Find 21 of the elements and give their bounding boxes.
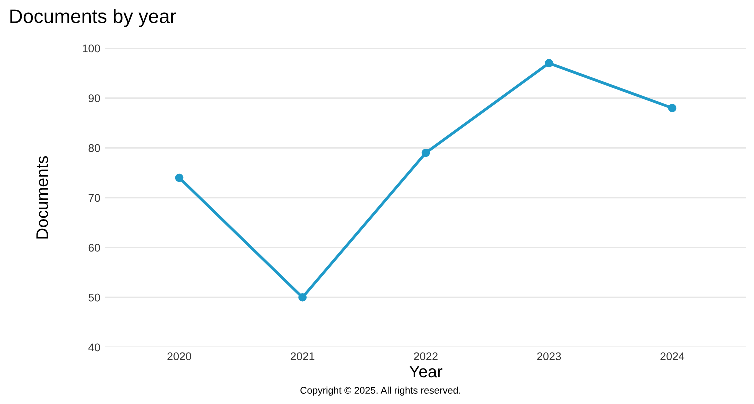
y-tick-label: 50 — [88, 294, 100, 302]
point — [298, 293, 307, 302]
y-tick-label: 100 — [83, 44, 100, 53]
x-axis-title: Year — [410, 366, 443, 378]
y-tick-label: 90 — [88, 94, 100, 102]
y-axis-title: Documents — [36, 156, 48, 239]
y-tick-label: 40 — [88, 344, 100, 352]
point — [668, 104, 677, 112]
point — [175, 174, 184, 182]
y-tick-label: 60 — [88, 244, 100, 252]
y-tick-label: 80 — [88, 144, 100, 152]
chart-title: Documents by year — [10, 9, 176, 28]
y-tick-label: 70 — [88, 194, 100, 202]
point — [422, 148, 430, 158]
x-tick-label: 2022 — [414, 352, 438, 360]
x-tick-label: 2023 — [537, 352, 562, 360]
point — [545, 59, 554, 68]
x-tick-label: 2021 — [290, 352, 315, 360]
x-tick-label: 2020 — [168, 352, 192, 360]
x-tick-label: 2024 — [660, 352, 685, 360]
text: Copyright © 2025. All rights reserved. — [300, 386, 460, 396]
